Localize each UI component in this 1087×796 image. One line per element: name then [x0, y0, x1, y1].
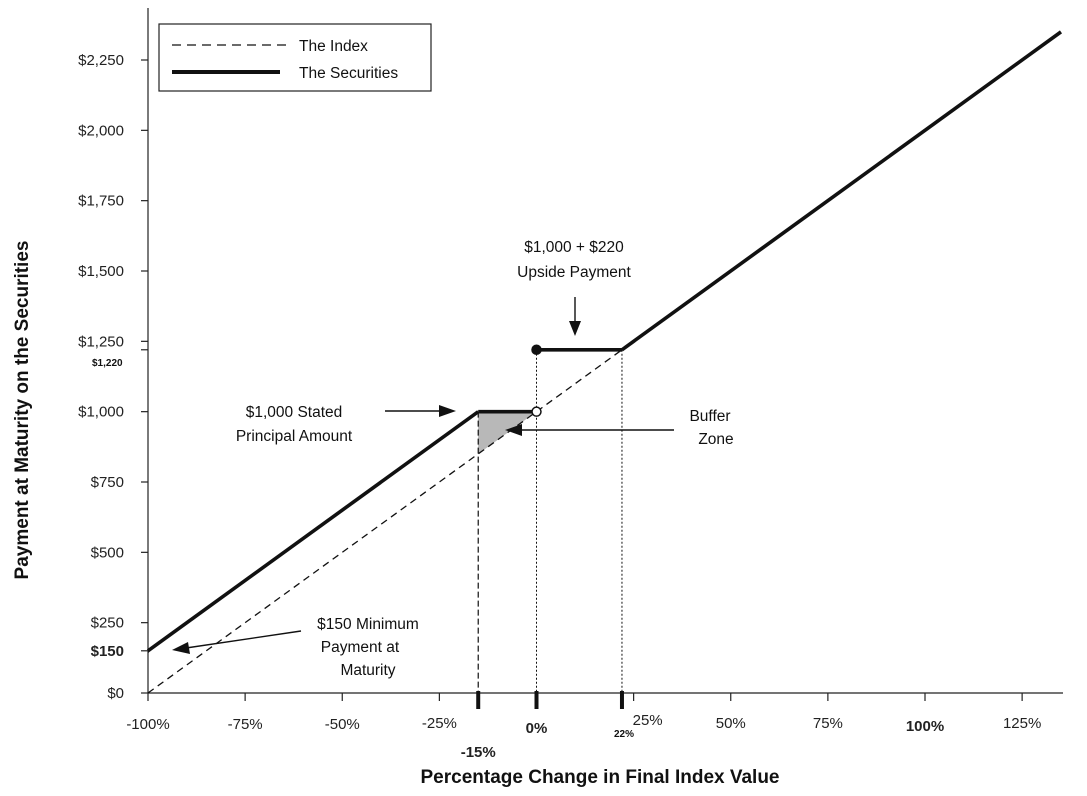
- x-extra-tick-label: -15%: [461, 744, 496, 761]
- y-tick-label: $150: [91, 643, 124, 660]
- annotation-principal-line1: $1,000 Stated: [246, 404, 343, 421]
- y-tick-label: $1,000: [78, 404, 124, 421]
- annotation-buffer-line2: Zone: [698, 431, 733, 448]
- y-tick-label: $500: [91, 544, 124, 561]
- annotation-minimum-line1: $150 Minimum: [317, 616, 419, 633]
- y-extra-tick-label: $1,220: [92, 358, 123, 369]
- x-axis-title: Percentage Change in Final Index Value: [421, 767, 780, 788]
- x-tick-label: 100%: [906, 718, 944, 735]
- arrow-upside-head: [569, 321, 581, 336]
- arrow-minimum-head: [172, 642, 190, 654]
- x-tick-label: 0%: [526, 720, 548, 737]
- y-tick-label: $1,250: [78, 333, 124, 350]
- x-tick-label: -75%: [228, 716, 263, 733]
- series-securities-segment: [622, 32, 1061, 350]
- annotation-principal-line2: Principal Amount: [236, 428, 353, 445]
- y-tick-label: $1,500: [78, 263, 124, 280]
- legend-securities-label: The Securities: [299, 65, 398, 82]
- closed-point-marker: [532, 345, 541, 354]
- y-tick-label: $250: [91, 615, 124, 632]
- x-extra-tick-label: 22%: [614, 729, 634, 740]
- annotation-minimum-line2: Payment at: [321, 639, 400, 656]
- x-tick-label: 75%: [813, 715, 843, 732]
- arrow-principal-head: [439, 405, 456, 417]
- y-tick-label: $2,000: [78, 122, 124, 139]
- legend: The Index The Securities: [159, 24, 431, 91]
- x-tick-label: -100%: [126, 716, 169, 733]
- annotation-upside-line2: Upside Payment: [517, 264, 631, 281]
- annotation-layer: $1,000 + $220 Upside Payment $1,000 Stated…: [172, 239, 734, 679]
- axes-layer: $0 $150 $250 $500 $750 $1,000 $1,250 $1,500 $1,7…: [12, 8, 1063, 788]
- annotation-upside-line1: $1,000 + $220: [524, 239, 624, 256]
- annotation-buffer-line1: Buffer: [689, 408, 730, 425]
- x-tick-label: -25%: [422, 715, 457, 732]
- y-tick-label: $750: [91, 474, 124, 491]
- arrow-minimum-shaft: [186, 631, 301, 648]
- y-axis-title: Payment at Maturity on the Securities: [12, 241, 33, 580]
- annotation-minimum-line3: Maturity: [340, 662, 395, 679]
- series-layer: [148, 32, 1061, 693]
- legend-index-label: The Index: [299, 38, 368, 55]
- y-tick-label: $0: [107, 685, 124, 702]
- x-tick-label: -50%: [325, 716, 360, 733]
- x-tick-label: 25%: [633, 712, 663, 729]
- series-securities-segment: [148, 412, 478, 651]
- x-tick-label: 50%: [716, 715, 746, 732]
- y-tick-label: $1,750: [78, 193, 124, 210]
- open-point-marker: [532, 407, 541, 416]
- y-tick-label: $2,250: [78, 52, 124, 69]
- x-tick-label: 125%: [1003, 715, 1041, 732]
